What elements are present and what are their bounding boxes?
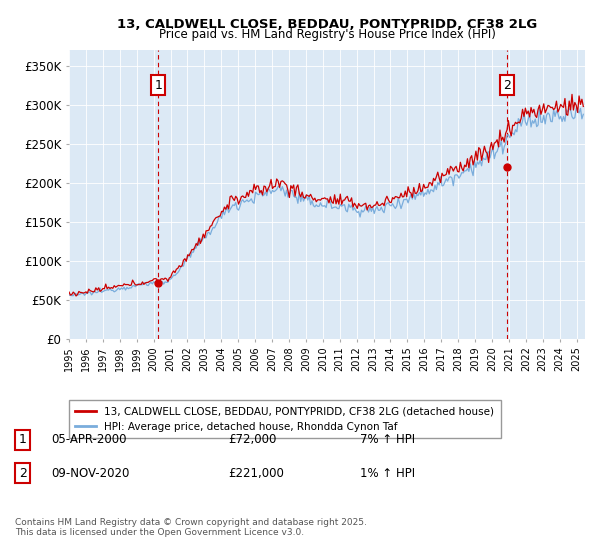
Text: Contains HM Land Registry data © Crown copyright and database right 2025.
This d: Contains HM Land Registry data © Crown c… — [15, 518, 367, 538]
Text: 1: 1 — [19, 433, 27, 446]
Text: £72,000: £72,000 — [228, 433, 277, 446]
Text: 1% ↑ HPI: 1% ↑ HPI — [360, 466, 415, 480]
Text: 13, CALDWELL CLOSE, BEDDAU, PONTYPRIDD, CF38 2LG: 13, CALDWELL CLOSE, BEDDAU, PONTYPRIDD, … — [117, 18, 537, 31]
Text: 7% ↑ HPI: 7% ↑ HPI — [360, 433, 415, 446]
Text: 05-APR-2000: 05-APR-2000 — [51, 433, 127, 446]
Text: 09-NOV-2020: 09-NOV-2020 — [51, 466, 130, 480]
Text: 1: 1 — [154, 78, 162, 91]
Text: 2: 2 — [503, 78, 511, 91]
Legend: 13, CALDWELL CLOSE, BEDDAU, PONTYPRIDD, CF38 2LG (detached house), HPI: Average : 13, CALDWELL CLOSE, BEDDAU, PONTYPRIDD, … — [69, 400, 501, 438]
Text: Price paid vs. HM Land Registry's House Price Index (HPI): Price paid vs. HM Land Registry's House … — [158, 28, 496, 41]
Text: £221,000: £221,000 — [228, 466, 284, 480]
Text: 2: 2 — [19, 466, 27, 480]
